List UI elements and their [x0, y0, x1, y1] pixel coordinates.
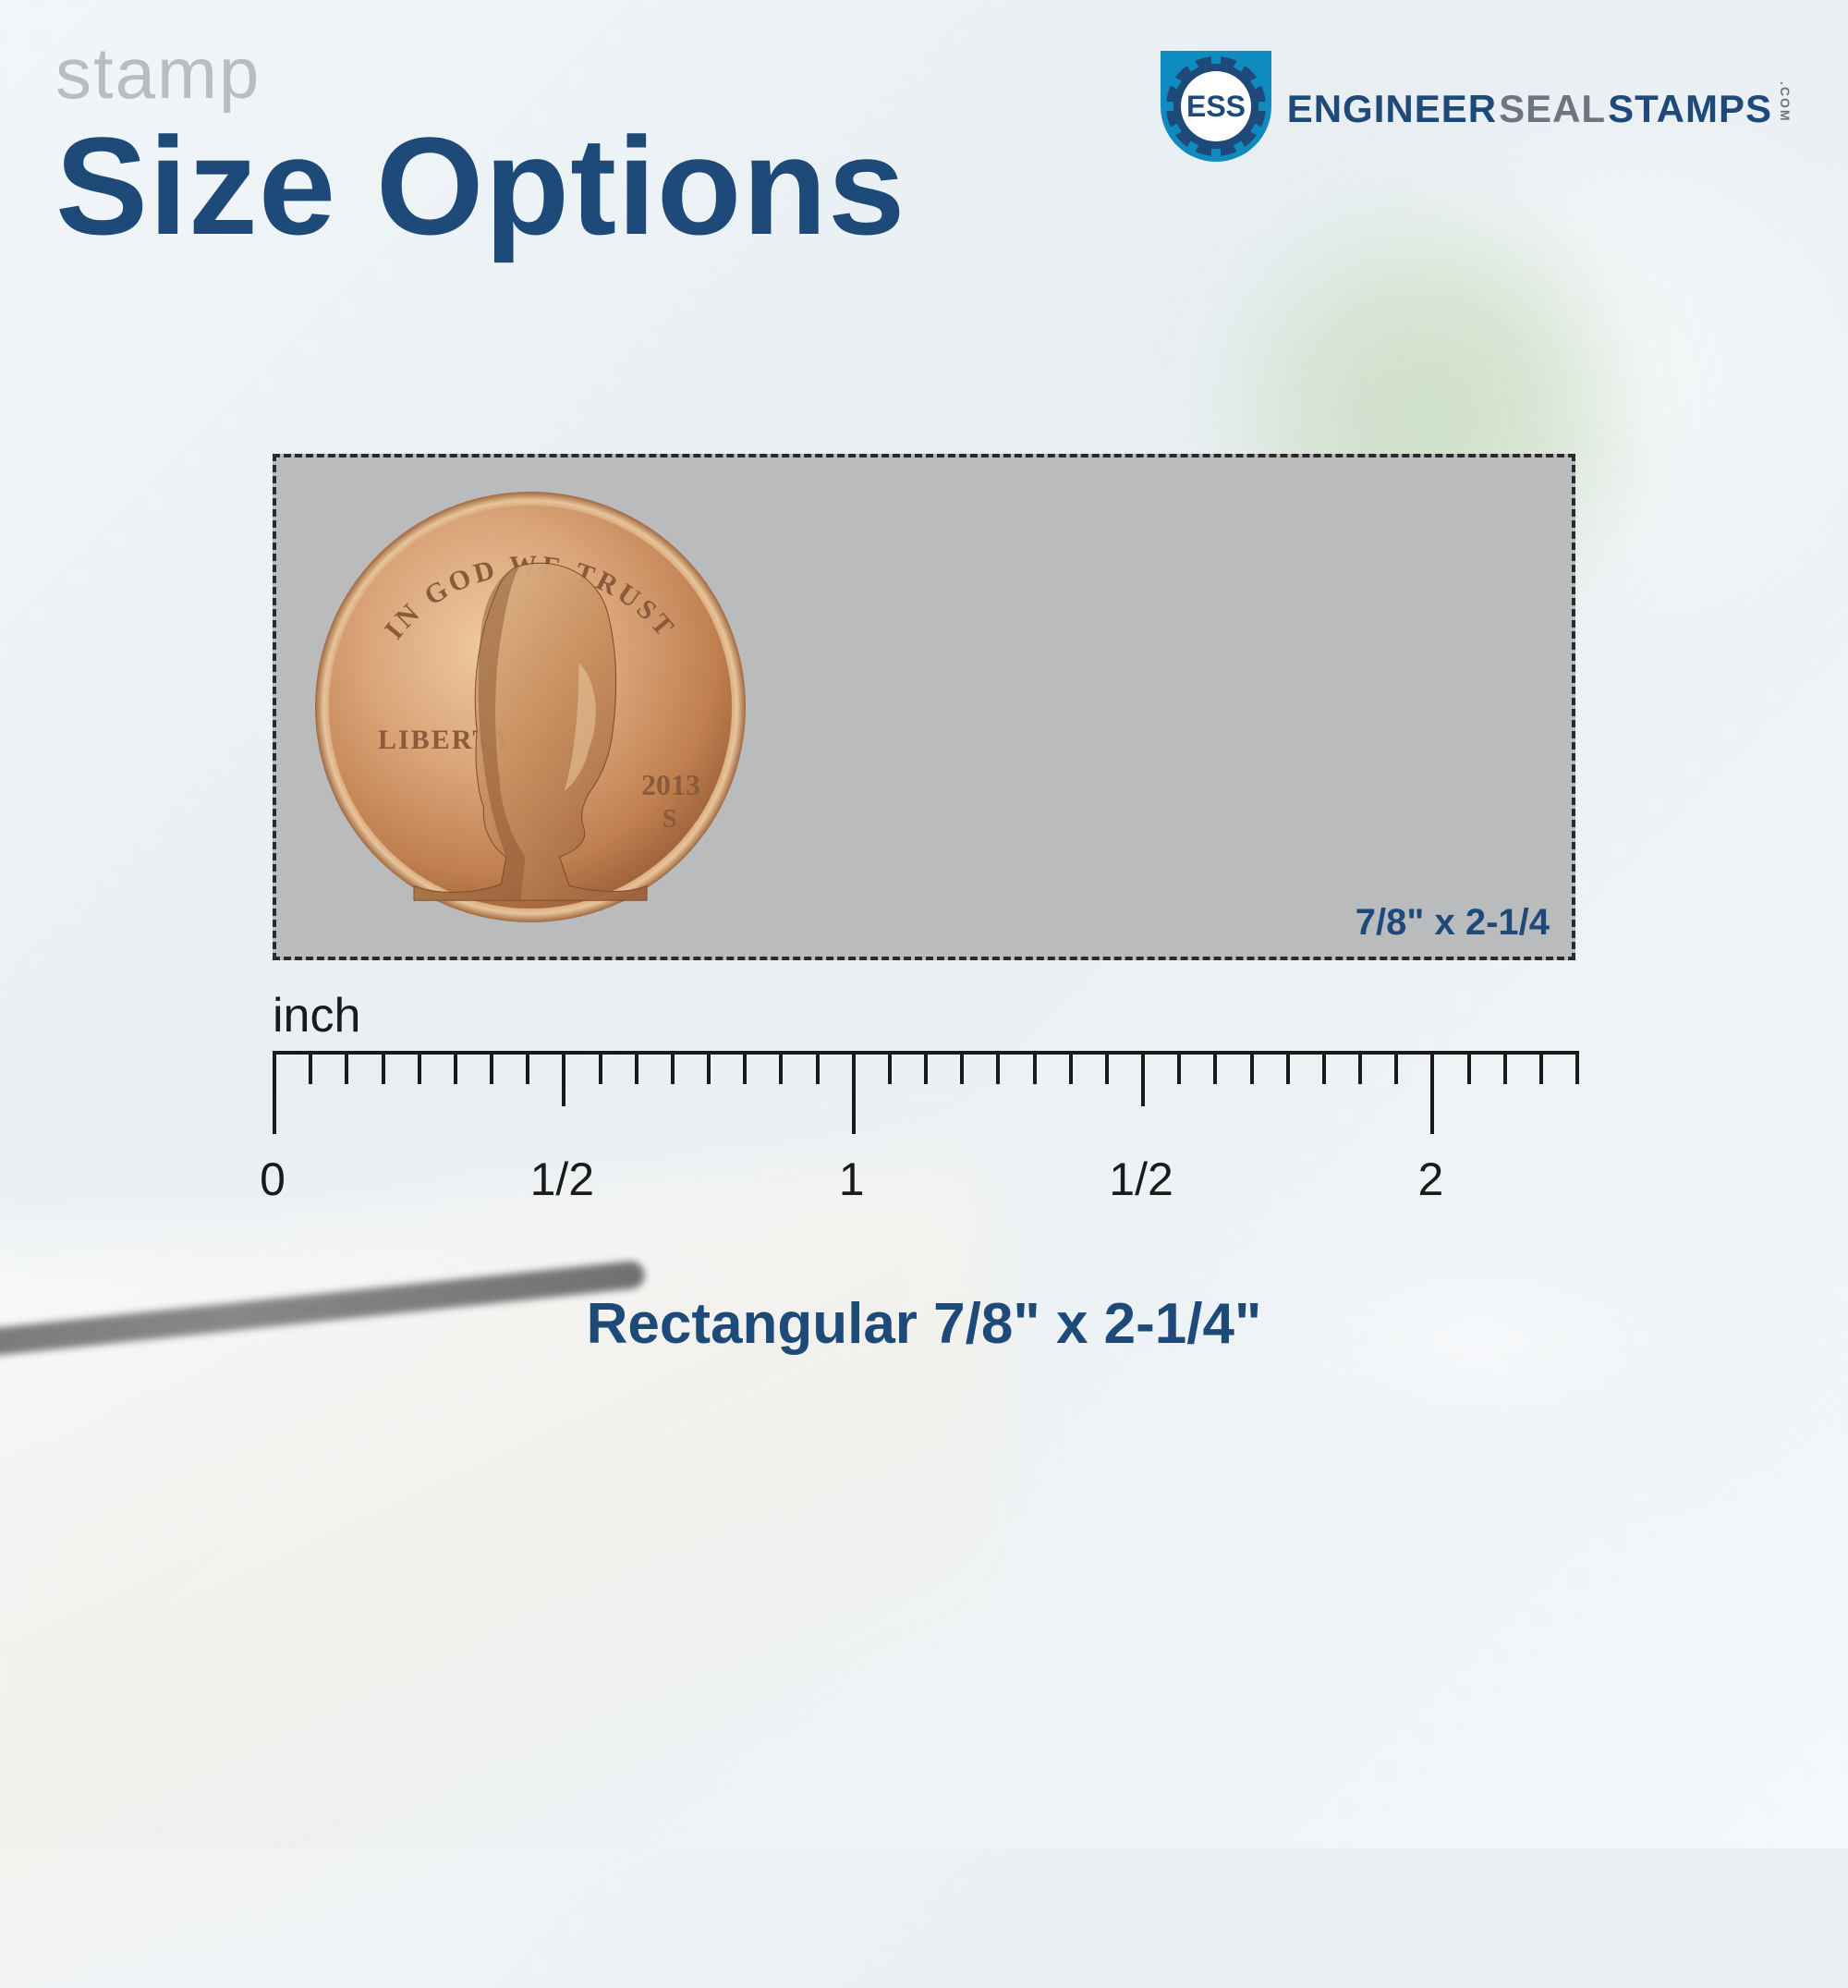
ruler-tick: [1467, 1051, 1471, 1084]
size-caption: Rectangular 7/8" x 2-1/4": [273, 1291, 1575, 1357]
ruler-labels: 01/211/22: [273, 1153, 1575, 1217]
ruler-tick: [490, 1051, 493, 1084]
ruler-tick: [816, 1051, 820, 1084]
ruler-label: 1/2: [1109, 1153, 1173, 1206]
ruler-tick: [526, 1051, 529, 1084]
logo-word-engineer: ENGINEER: [1287, 87, 1497, 131]
ruler-tick: [888, 1051, 892, 1084]
logo-word-seal: SEAL: [1499, 87, 1606, 131]
ruler-tick: [345, 1051, 348, 1084]
ruler-tick: [852, 1051, 856, 1134]
ruler-tick: [1105, 1051, 1109, 1084]
header: stamp Size Options: [55, 37, 1793, 260]
ruler-label: 1/2: [530, 1153, 595, 1206]
logo-badge-text: ESS: [1186, 90, 1246, 123]
ruler-label: 2: [1417, 1153, 1443, 1206]
content-root: stamp Size Options: [0, 0, 1848, 1848]
ruler-label: 1: [839, 1153, 865, 1206]
ruler-tick: [1430, 1051, 1434, 1134]
ruler-tick: [960, 1051, 964, 1084]
ruler-tick: [1033, 1051, 1037, 1084]
ruler-unit-label: inch: [273, 988, 1575, 1043]
ruler-tick: [273, 1051, 276, 1134]
ruler: [273, 1051, 1575, 1153]
ruler-tick: [1213, 1051, 1217, 1084]
ruler-tick: [599, 1051, 602, 1084]
ruler-tick: [562, 1051, 565, 1106]
logo-text: ENGINEERSEALSTAMPS .COM: [1287, 81, 1793, 132]
ruler-tick: [1177, 1051, 1181, 1084]
penny-year: 2013: [641, 768, 700, 801]
ruler-block: inch 01/211/22: [273, 988, 1575, 1217]
stamp-rectangle: IN GOD WE TRUST LIBERTY 2013 S: [273, 454, 1575, 960]
ruler-tick: [382, 1051, 385, 1084]
ruler-tick: [635, 1051, 638, 1084]
subtitle: stamp: [55, 37, 906, 109]
ruler-tick: [996, 1051, 1000, 1084]
ruler-tick: [1286, 1051, 1290, 1084]
ruler-tick: [779, 1051, 783, 1084]
ruler-tick: [1503, 1051, 1507, 1084]
penny-coin-icon: IN GOD WE TRUST LIBERTY 2013 S: [313, 490, 748, 924]
ruler-tick: [418, 1051, 421, 1084]
logo-word-stamps: STAMPS: [1608, 87, 1772, 131]
stamp-dimension-label: 7/8" x 2-1/4: [1356, 902, 1550, 944]
ruler-tick: [1394, 1051, 1398, 1084]
ruler-tick: [1575, 1051, 1579, 1084]
ruler-tick: [1141, 1051, 1145, 1106]
logo-badge-icon: ESS: [1156, 46, 1276, 166]
penny-mint: S: [663, 805, 677, 834]
stamp-area: IN GOD WE TRUST LIBERTY 2013 S: [273, 454, 1575, 1357]
ruler-tick: [1358, 1051, 1362, 1084]
ruler-tick: [309, 1051, 312, 1084]
page-title: Size Options: [55, 114, 906, 260]
ruler-tick: [454, 1051, 457, 1084]
ruler-label: 0: [260, 1153, 286, 1206]
ruler-tick: [1069, 1051, 1073, 1084]
ruler-tick: [1539, 1051, 1543, 1084]
ruler-tick: [924, 1051, 928, 1084]
ruler-tick: [1322, 1051, 1326, 1084]
ruler-tick: [671, 1051, 675, 1084]
title-block: stamp Size Options: [55, 37, 906, 260]
ruler-tick: [743, 1051, 747, 1084]
ruler-tick: [1250, 1051, 1254, 1084]
brand-logo: ESS ENGINEERSEALSTAMPS .COM: [1156, 46, 1793, 166]
ruler-tick: [707, 1051, 711, 1084]
logo-dotcom: .COM: [1778, 81, 1793, 123]
